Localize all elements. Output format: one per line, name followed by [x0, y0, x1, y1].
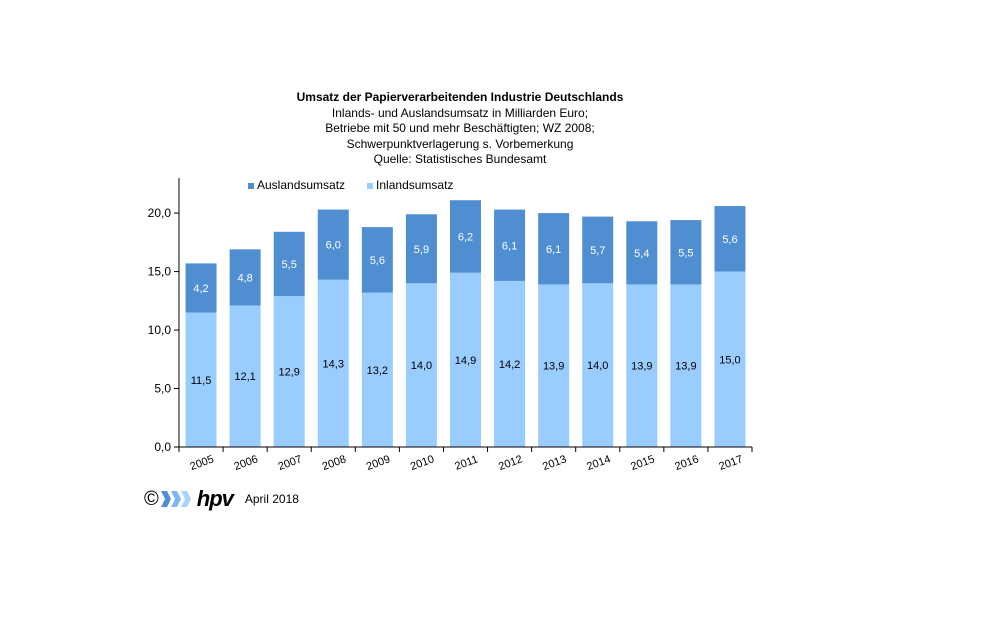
data-label-inland-2012: 14,2	[499, 359, 520, 371]
chart-title-block: Umsatz der Papierverarbeitenden Industri…	[200, 90, 720, 168]
copyright-symbol: ©	[144, 488, 159, 510]
data-label-inland-2013: 13,9	[543, 361, 564, 373]
data-label-ausland-2012: 6,1	[502, 240, 517, 252]
bar-ausland-2006	[229, 249, 261, 306]
legend-label-inlandsumsatz: Inlandsumsatz	[376, 178, 453, 192]
x-tick-label-2008: 2008	[321, 453, 348, 473]
data-label-inland-2006: 12,1	[234, 371, 255, 383]
x-tick-label-2015: 2015	[629, 453, 656, 473]
data-label-ausland-2008: 6,0	[326, 240, 341, 252]
bar-inland-2007	[273, 296, 305, 447]
bar-ausland-2014	[582, 216, 614, 284]
data-label-ausland-2015: 5,4	[634, 248, 649, 260]
bar-ausland-2013	[538, 213, 570, 285]
bar-ausland-2017	[714, 206, 746, 272]
bar-inland-2006	[229, 305, 261, 447]
bar-ausland-2010	[405, 214, 437, 284]
y-tick-label-10: 10,0	[148, 323, 172, 337]
bar-ausland-2015	[626, 221, 658, 285]
data-label-ausland-2007: 5,5	[282, 259, 297, 271]
bar-ausland-2008	[317, 209, 349, 280]
bar-ausland-2009	[361, 227, 393, 293]
bar-ausland-2012	[494, 209, 526, 281]
bar-inland-2016	[670, 284, 702, 447]
y-tick-label-5: 5,0	[154, 382, 171, 396]
data-label-ausland-2009: 5,6	[370, 255, 385, 267]
footer-date: April 2018	[244, 492, 299, 506]
data-label-ausland-2010: 5,9	[414, 244, 429, 256]
x-tick-label-2010: 2010	[409, 453, 436, 473]
bar-inland-2012	[494, 280, 526, 447]
legend-swatch-inlandsumsatz	[367, 183, 374, 189]
bar-ausland-2007	[273, 231, 305, 297]
x-tick-label-2006: 2006	[233, 453, 260, 473]
chart-title: Umsatz der Papierverarbeitenden Industri…	[296, 90, 624, 104]
x-tick-label-2005: 2005	[188, 453, 215, 473]
data-label-inland-2009: 13,2	[367, 365, 388, 377]
footer: © hpv April 2018	[144, 488, 299, 510]
data-label-inland-2008: 14,3	[323, 358, 344, 370]
data-label-ausland-2013: 6,1	[546, 244, 561, 256]
data-label-inland-2014: 14,0	[587, 360, 608, 372]
y-tick-label-20: 20,0	[148, 206, 172, 220]
legend-label-auslandsumsatz: Auslandsumsatz	[257, 178, 345, 192]
data-label-ausland-2016: 5,5	[678, 247, 693, 259]
bar-inland-2017	[714, 271, 746, 447]
chart-subtitle-3: Schwerpunktverlagerung s. Vorbemerkung	[346, 136, 574, 151]
x-tick-label-2016: 2016	[673, 453, 700, 473]
y-tick-label-0: 0,0	[154, 440, 171, 454]
data-label-ausland-2014: 5,7	[590, 245, 605, 257]
legend-swatch-auslandsumsatz	[248, 183, 254, 189]
chart-subtitle-2: Betriebe mit 50 und mehr Beschäftigten; …	[325, 121, 595, 135]
hpv-logo-arrows-icon	[160, 491, 191, 507]
chart-subtitle-1: Inlands- und Auslandsumsatz in Milliarde…	[331, 105, 589, 120]
y-tick-label-15: 15,0	[148, 265, 172, 279]
data-label-inland-2016: 13,9	[675, 361, 696, 373]
data-label-ausland-2006: 4,8	[237, 272, 252, 284]
bar-ausland-2016	[670, 220, 702, 285]
data-label-inland-2007: 12,9	[278, 367, 299, 379]
bar-inland-2013	[538, 284, 570, 447]
x-tick-label-2013: 2013	[541, 453, 568, 473]
x-tick-label-2017: 2017	[717, 453, 744, 473]
x-tick-label-2011: 2011	[453, 453, 479, 472]
data-label-ausland-2017: 5,6	[722, 234, 737, 246]
data-label-inland-2017: 15,0	[719, 354, 740, 366]
data-label-ausland-2005: 4,2	[193, 283, 208, 295]
hpv-logo: hpv	[196, 486, 234, 511]
data-label-inland-2005: 11,5	[191, 375, 212, 387]
chart-subtitle-4: Quelle: Statistisches Bundesamt	[373, 152, 547, 166]
data-label-inland-2010: 14,0	[411, 360, 432, 372]
data-label-inland-2015: 13,9	[631, 361, 652, 373]
bar-inland-2009	[361, 292, 393, 447]
bar-inland-2005	[185, 312, 217, 447]
bar-inland-2010	[405, 283, 437, 447]
x-tick-label-2012: 2012	[497, 453, 524, 473]
bar-inland-2014	[582, 283, 614, 447]
x-tick-label-2007: 2007	[277, 453, 304, 473]
bar-inland-2015	[626, 284, 658, 447]
data-label-ausland-2011: 6,2	[458, 231, 473, 243]
x-tick-label-2009: 2009	[365, 453, 392, 473]
bar-inland-2008	[317, 279, 349, 447]
data-label-inland-2011: 14,9	[455, 355, 476, 367]
x-tick-label-2014: 2014	[585, 453, 612, 473]
bar-inland-2011	[450, 272, 481, 447]
bar-ausland-2005	[185, 263, 217, 313]
bar-ausland-2011	[450, 200, 481, 273]
